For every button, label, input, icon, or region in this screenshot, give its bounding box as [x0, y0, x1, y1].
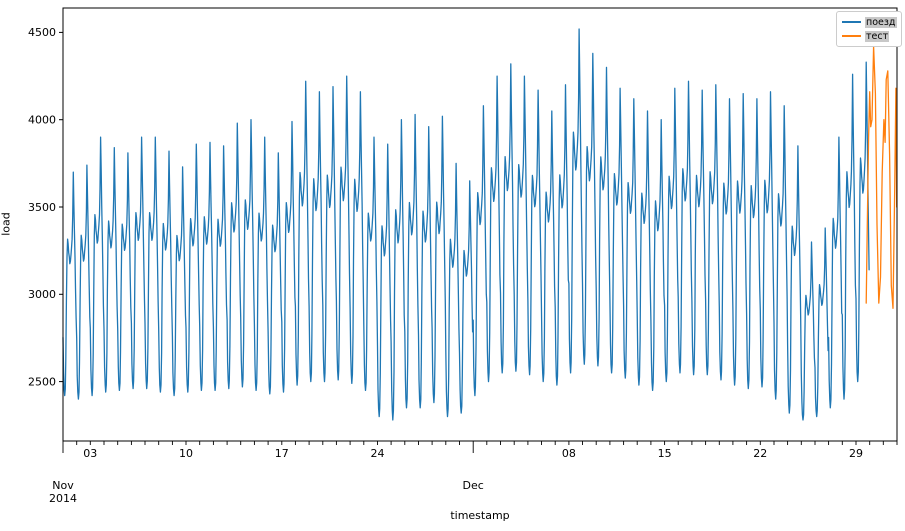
series-поезд — [62, 28, 870, 421]
x-tick-label: 15 — [658, 447, 672, 460]
x-month-label: Dec — [463, 479, 484, 492]
y-tick-label: 4500 — [28, 26, 56, 39]
x-month-label: Nov — [52, 479, 74, 492]
x-tick-label: 10 — [179, 447, 193, 460]
x-axis-label: timestamp — [450, 509, 510, 522]
legend-label-train: поезд — [865, 16, 897, 28]
legend-box: поезд тест — [836, 11, 902, 47]
x-month-label: 2014 — [49, 492, 77, 505]
legend-item-test: тест — [842, 29, 897, 43]
axes-frame — [62, 7, 898, 442]
y-tick-label: 2500 — [28, 375, 56, 388]
train-line-swatch — [842, 21, 861, 23]
x-tick-label: 24 — [371, 447, 385, 460]
y-tick-label: 3000 — [28, 288, 56, 301]
series-тест — [865, 45, 898, 309]
y-tick-label: 3500 — [28, 201, 56, 214]
x-tick-label: 03 — [83, 447, 97, 460]
legend-label-test: тест — [865, 30, 890, 42]
x-tick-label: 22 — [753, 447, 767, 460]
legend-item-train: поезд — [842, 15, 897, 29]
y-tick-label: 4000 — [28, 114, 56, 127]
x-tick-label: 08 — [562, 447, 576, 460]
x-tick-label: 29 — [849, 447, 863, 460]
y-axis-label: load — [0, 212, 13, 236]
test-line-swatch — [842, 35, 861, 37]
x-tick-label: 17 — [275, 447, 289, 460]
